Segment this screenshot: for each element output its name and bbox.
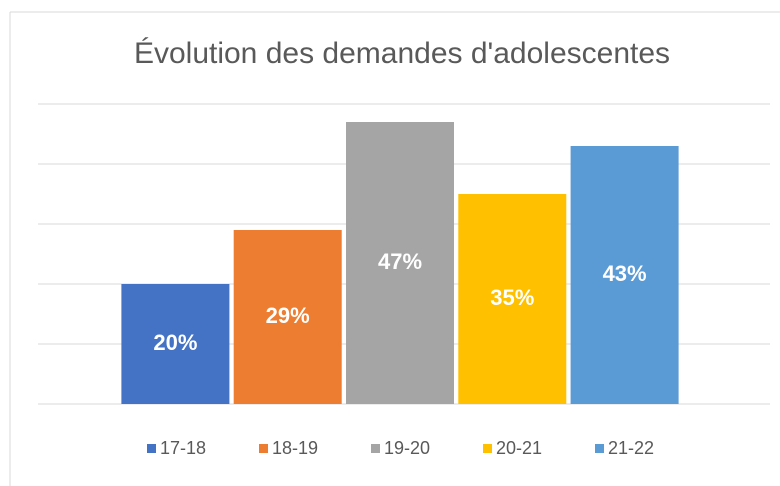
bar xyxy=(233,230,342,404)
data-label: 35% xyxy=(490,285,534,310)
bar xyxy=(121,284,230,404)
legend-label: 21-22 xyxy=(608,438,654,458)
data-label: 47% xyxy=(378,249,422,274)
data-label: 43% xyxy=(603,261,647,286)
legend-label: 17-18 xyxy=(160,438,206,458)
bar xyxy=(346,122,454,404)
chart-title: Évolution des demandes d'adolescentes xyxy=(134,37,670,70)
legend-swatch xyxy=(595,444,604,453)
legend-label: 18-19 xyxy=(272,438,318,458)
legend-swatch xyxy=(483,444,492,453)
data-label: 20% xyxy=(153,330,197,355)
legend-swatch xyxy=(259,444,268,453)
legend-swatch xyxy=(371,444,380,453)
data-label: 29% xyxy=(266,303,310,328)
bar xyxy=(570,146,679,404)
legend-label: 19-20 xyxy=(384,438,430,458)
bar xyxy=(458,194,567,404)
legend-label: 20-21 xyxy=(496,438,542,458)
legend-swatch xyxy=(147,444,156,453)
